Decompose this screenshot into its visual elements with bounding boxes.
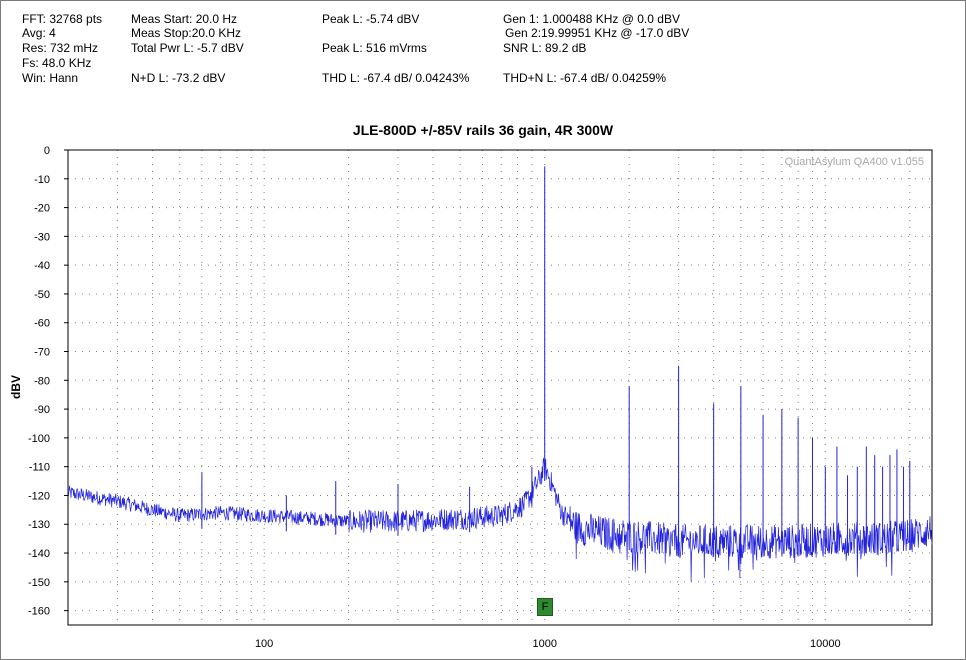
snr-readout: SNR L: 89.2 dB <box>503 41 587 55</box>
x-tick-label: 1000 <box>532 638 556 650</box>
thd-n-readout: THD+N L: -67.4 dB/ 0.04259% <box>503 71 667 85</box>
y-tick-label: -110 <box>29 462 50 474</box>
y-tick-label: -100 <box>28 433 50 445</box>
fundamental-marker[interactable]: F <box>537 598 553 616</box>
spectrum-trace <box>67 457 933 582</box>
window-readout: Win: Hann <box>22 71 79 85</box>
y-tick-label: -70 <box>34 347 50 359</box>
peak-rms-readout: Peak L: 516 mVrms <box>322 41 427 55</box>
y-tick-label: -120 <box>28 490 50 502</box>
peak-dbv-readout: Peak L: -5.74 dBV <box>322 12 420 26</box>
y-tick-label: -50 <box>34 289 50 301</box>
x-tick-label: 100 <box>255 638 273 650</box>
y-tick-label: -20 <box>34 203 50 215</box>
y-tick-label: -40 <box>34 260 50 272</box>
x-tick-label: 10000 <box>810 638 841 650</box>
gen2-readout: Gen 2:19.99951 KHz @ -17.0 dBV <box>505 26 690 40</box>
y-tick-label: -150 <box>28 577 50 589</box>
meas-start-readout: Meas Start: 20.0 Hz <box>131 12 238 26</box>
total-power-readout: Total Pwr L: -5.7 dBV <box>131 41 244 55</box>
y-tick-label: -80 <box>34 375 50 387</box>
resolution-readout: Res: 732 mHz <box>22 41 99 55</box>
y-tick-label: -90 <box>34 404 50 416</box>
y-tick-label: -60 <box>34 318 50 330</box>
meas-stop-readout: Meas Stop:20.0 KHz <box>131 26 242 40</box>
y-tick-label: -140 <box>28 548 50 560</box>
gen1-readout: Gen 1: 1.000488 KHz @ 0.0 dBV <box>503 12 680 26</box>
noise-floor-trace <box>67 457 933 582</box>
grid <box>68 149 932 625</box>
sample-rate-readout: Fs: 48.0 KHz <box>22 56 92 70</box>
averages-readout: Avg: 4 <box>22 26 56 40</box>
plot-border <box>67 149 933 626</box>
y-tick-label: 0 <box>44 145 50 157</box>
y-tick-label: -30 <box>34 231 50 243</box>
y-tick-label: -160 <box>28 606 50 618</box>
chart-title: JLE-800D +/-85V rails 36 gain, 4R 300W <box>352 122 614 138</box>
axes: 0 -10 -20 -30 -40 -50 -60 -70 -80 -90 -100 -110 -120… <box>28 145 933 650</box>
watermark: QuantAsylum QA400 v1.055 <box>784 156 924 168</box>
harmonic-peaks <box>201 166 911 556</box>
thd-readout: THD L: -67.4 dB/ 0.04243% <box>322 71 470 85</box>
y-tick-label: -130 <box>28 519 50 531</box>
fft-size-readout: FFT: 32768 pts <box>22 12 103 26</box>
noise-distortion-readout: N+D L: -73.2 dBV <box>131 71 226 85</box>
y-tick-label: -10 <box>34 174 50 186</box>
